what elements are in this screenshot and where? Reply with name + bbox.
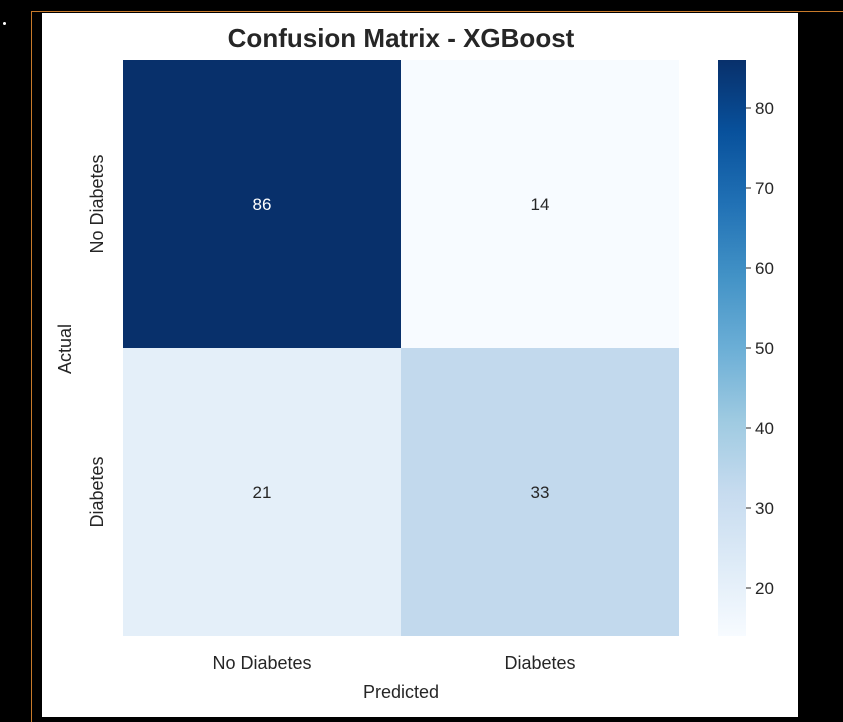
cell-value-label: 21 [253, 483, 272, 502]
cell-value-label: 86 [253, 195, 272, 214]
cell-value-label: 33 [531, 483, 550, 502]
y-axis-label: Actual [55, 324, 75, 374]
confusion-matrix-chart: Confusion Matrix - XGBoost 86 14 21 33 No D… [55, 23, 774, 702]
corner-dot [3, 22, 6, 25]
y-tick-labels: No Diabetes Diabetes [87, 154, 107, 527]
heatmap-cells [123, 60, 679, 636]
heatmap-cell-r0-c1 [401, 60, 679, 348]
colorbar-tick-label: 40 [755, 419, 774, 438]
output-frame-top-border [31, 11, 843, 12]
x-tick-labels: No Diabetes Diabetes [212, 653, 575, 673]
x-axis-label: Predicted [363, 682, 439, 702]
colorbar-tick-label: 50 [755, 339, 774, 358]
heatmap-cell-r0-c0 [123, 60, 401, 348]
colorbar-tick-label: 30 [755, 499, 774, 518]
y-tick-label: Diabetes [87, 456, 107, 527]
x-tick-label: Diabetes [504, 653, 575, 673]
colorbar-tick-label: 20 [755, 579, 774, 598]
x-tick-label: No Diabetes [212, 653, 311, 673]
colorbar-ticks: 20 30 40 50 60 70 80 [746, 99, 774, 598]
output-frame-left-border [31, 11, 32, 722]
chart-title: Confusion Matrix - XGBoost [228, 23, 575, 53]
y-tick-label: No Diabetes [87, 154, 107, 253]
heatmap-cell-r1-c1 [401, 348, 679, 636]
colorbar-tick-label: 70 [755, 179, 774, 198]
cell-value-label: 14 [531, 195, 550, 214]
heatmap-cell-labels: 86 14 21 33 [253, 195, 550, 502]
heatmap-cell-r1-c0 [123, 348, 401, 636]
colorbar-tick-label: 80 [755, 99, 774, 118]
colorbar-tick-label: 60 [755, 259, 774, 278]
colorbar [718, 60, 746, 636]
figure-canvas: Confusion Matrix - XGBoost 86 14 21 33 No D… [42, 13, 798, 717]
